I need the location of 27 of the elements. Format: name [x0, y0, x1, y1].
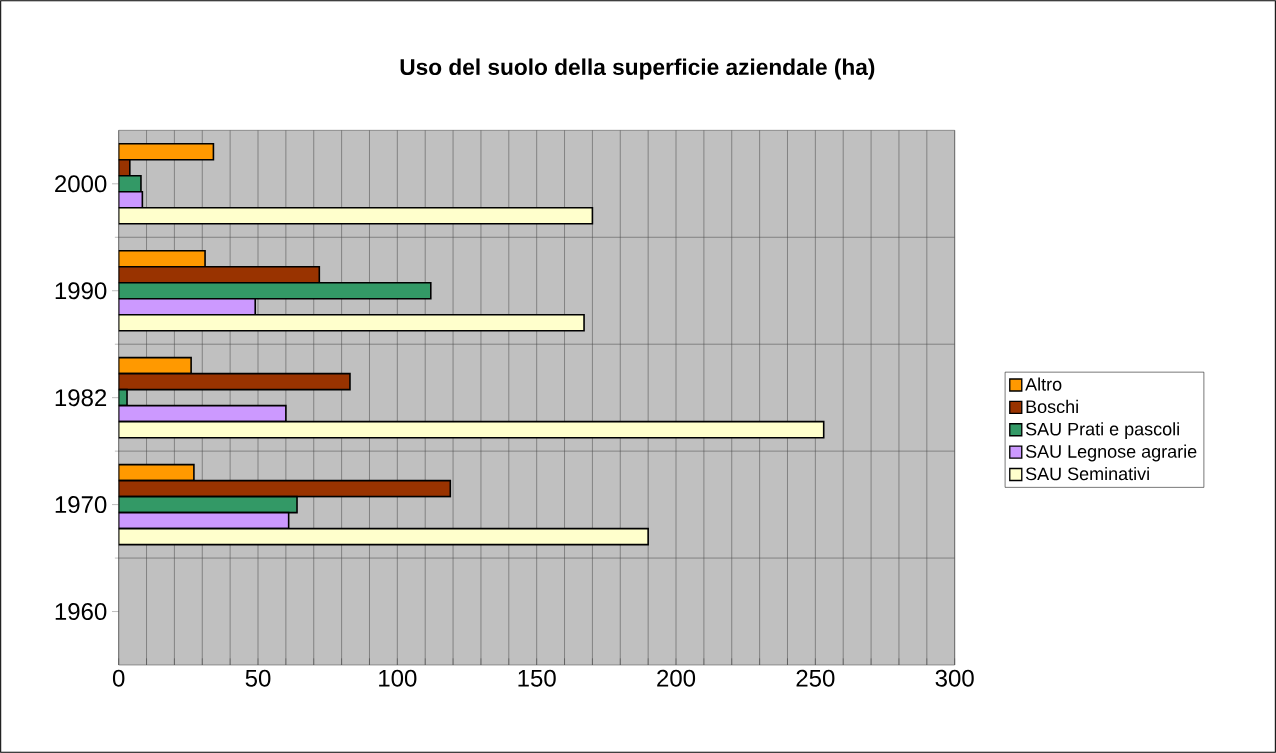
y-tick-label: 1970	[55, 496, 107, 514]
y-tick-label: 1960	[55, 603, 107, 621]
bar	[118, 511, 290, 530]
legend-label: Boschi	[1026, 399, 1078, 414]
chart-title: Uso del suolo della superficie aziendale (ha)	[400, 58, 875, 80]
legend-label: SAU Legnose agrarie	[1025, 444, 1197, 462]
x-tick-label: 50	[245, 669, 271, 687]
bar	[118, 463, 195, 482]
bar	[118, 479, 452, 498]
y-tick-label: 1982	[55, 389, 107, 407]
bar	[118, 527, 649, 546]
legend-label: Altro	[1025, 377, 1062, 391]
x-tick-label: 200	[657, 669, 696, 687]
x-tick-label: 100	[379, 669, 417, 687]
y-tick-label: 1990	[55, 282, 107, 300]
x-tick-label: 300	[935, 669, 974, 687]
x-tick-label: 0	[112, 669, 125, 687]
bar	[118, 372, 351, 391]
x-tick-label: 150	[518, 669, 556, 687]
legend-label: SAU Prati e pascoli	[1025, 422, 1179, 440]
x-tick-label: 250	[796, 669, 835, 687]
bar	[118, 420, 825, 439]
y-tick-label: 2000	[55, 175, 107, 193]
bar	[118, 495, 298, 514]
bar	[118, 356, 192, 375]
legend-label: SAU Seminativi	[1025, 466, 1149, 481]
bar	[118, 404, 287, 423]
